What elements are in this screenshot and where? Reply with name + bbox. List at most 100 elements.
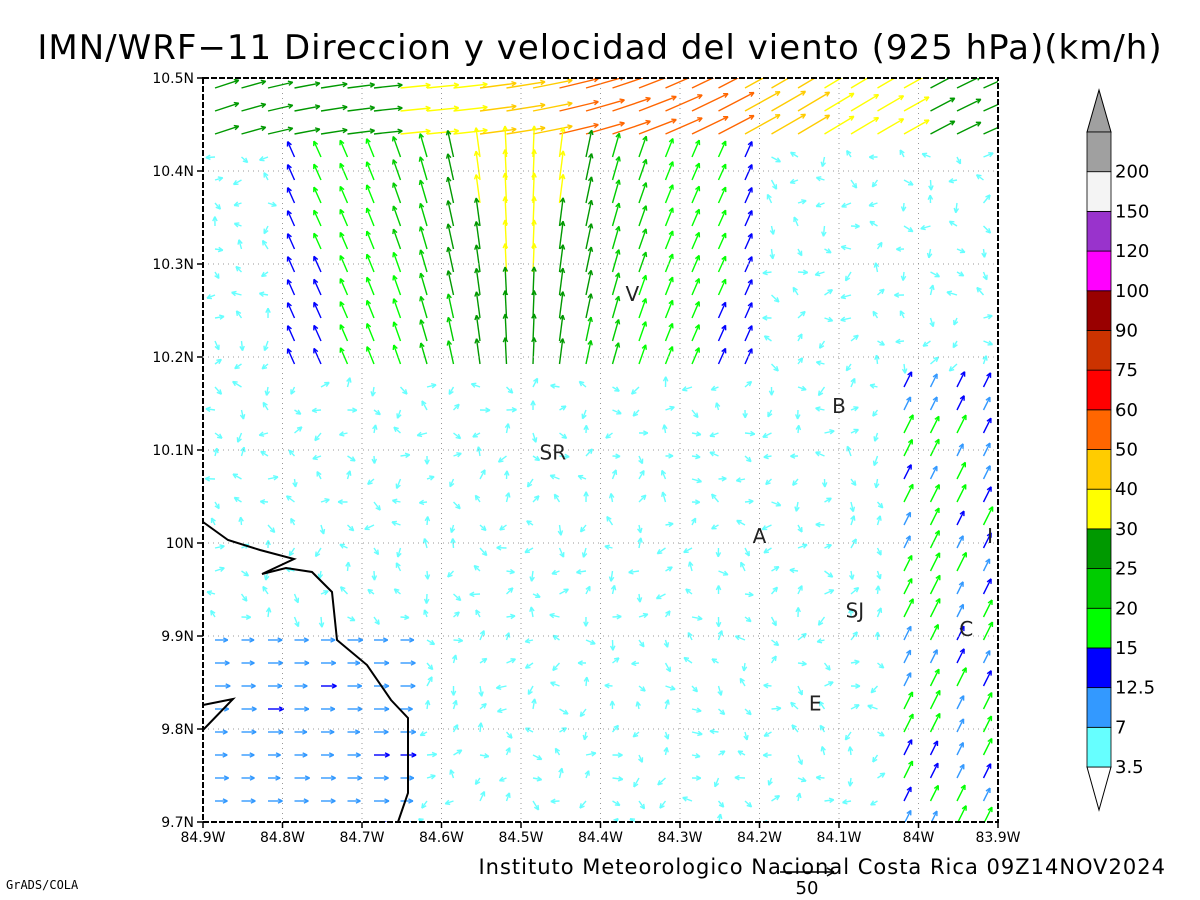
wind-vector bbox=[815, 176, 825, 182]
wind-vector bbox=[868, 154, 878, 160]
wind-vector bbox=[841, 202, 852, 208]
wind-vector bbox=[824, 248, 832, 254]
wind-vector bbox=[903, 598, 914, 618]
wind-vector bbox=[818, 340, 826, 349]
wind-vector bbox=[929, 507, 940, 526]
wind-vector bbox=[1010, 534, 1017, 548]
wind-vector bbox=[762, 752, 772, 758]
wind-vector bbox=[901, 363, 908, 374]
wind-vector bbox=[391, 498, 401, 504]
wind-vector bbox=[744, 800, 753, 808]
wind-vector bbox=[260, 450, 269, 457]
wind-vector bbox=[929, 597, 941, 618]
wind-vector bbox=[502, 219, 509, 250]
wind-vector bbox=[214, 124, 240, 135]
wind-vector bbox=[903, 625, 912, 641]
wind-vector bbox=[559, 405, 567, 411]
wind-vector bbox=[983, 80, 998, 89]
wind-vector bbox=[294, 775, 310, 781]
wind-vector bbox=[818, 700, 826, 710]
wind-vector bbox=[470, 382, 481, 388]
wind-vector bbox=[656, 547, 666, 555]
wind-vector bbox=[585, 176, 594, 204]
wind-vector bbox=[314, 432, 322, 442]
colorbar-label: 40 bbox=[1115, 479, 1138, 500]
wind-vector bbox=[664, 253, 674, 273]
wind-vector bbox=[926, 248, 933, 259]
wind-vector bbox=[850, 659, 860, 666]
wind-vector bbox=[241, 125, 267, 135]
wind-vector bbox=[577, 660, 587, 666]
wind-vector bbox=[445, 129, 455, 158]
wind-vector bbox=[956, 784, 966, 802]
wind-vector bbox=[393, 588, 401, 595]
wind-vector bbox=[797, 632, 807, 641]
wind-vector bbox=[611, 179, 621, 204]
wind-vector bbox=[768, 386, 775, 396]
wind-vector bbox=[1010, 556, 1017, 571]
wind-vector bbox=[346, 377, 352, 388]
wind-vector bbox=[240, 593, 248, 602]
wind-vector bbox=[611, 272, 621, 296]
wind-vector bbox=[367, 588, 375, 595]
colorbar-label: 200 bbox=[1115, 162, 1149, 183]
wind-vector bbox=[948, 363, 958, 372]
wind-vector bbox=[585, 751, 597, 757]
wind-vector bbox=[262, 401, 269, 411]
wind-vector bbox=[629, 818, 637, 822]
wind-vector bbox=[717, 630, 724, 641]
wind-vector bbox=[691, 409, 699, 419]
wind-vector bbox=[453, 403, 460, 411]
wind-vector bbox=[235, 265, 242, 273]
wind-vector bbox=[903, 786, 912, 802]
wind-vector bbox=[554, 747, 561, 756]
colorbar-label: 3.5 bbox=[1115, 757, 1144, 778]
wind-vector bbox=[215, 752, 228, 758]
wind-vector bbox=[532, 592, 541, 599]
wind-vector bbox=[744, 164, 753, 181]
wind-vector bbox=[630, 386, 640, 395]
wind-vector bbox=[691, 615, 703, 621]
wind-vector bbox=[400, 614, 410, 621]
wind-vector bbox=[268, 798, 283, 804]
wind-vector bbox=[339, 208, 349, 227]
wind-vector bbox=[824, 78, 843, 89]
wind-vector bbox=[611, 469, 618, 480]
wind-vector bbox=[365, 184, 375, 204]
wind-vector bbox=[797, 585, 803, 595]
wind-vector bbox=[418, 202, 428, 227]
wind-vector bbox=[929, 396, 938, 411]
wind-vector bbox=[956, 395, 965, 411]
wind-vector bbox=[206, 590, 216, 596]
wind-vector bbox=[903, 396, 912, 411]
wind-vector bbox=[691, 431, 702, 437]
wind-vector bbox=[710, 385, 719, 391]
wind-vector bbox=[982, 355, 988, 365]
colorbar-label: 30 bbox=[1115, 519, 1138, 540]
wind-vector bbox=[744, 210, 753, 227]
wind-vector bbox=[496, 707, 507, 714]
wind-vector bbox=[982, 417, 992, 434]
wind-vector bbox=[241, 752, 255, 758]
colorbar-swatch bbox=[1086, 290, 1112, 331]
wind-vector bbox=[612, 657, 620, 664]
wind-vector bbox=[321, 775, 336, 781]
wind-vector bbox=[877, 662, 885, 669]
wind-vector bbox=[479, 547, 488, 557]
wind-vector bbox=[1009, 241, 1013, 249]
wind-vector bbox=[259, 498, 269, 505]
wind-vector bbox=[946, 290, 958, 296]
wind-vector bbox=[400, 128, 431, 135]
wind-vector bbox=[365, 138, 375, 158]
wind-vector bbox=[687, 561, 694, 572]
wind-vector bbox=[850, 377, 856, 388]
place-label: SR bbox=[540, 440, 567, 464]
wind-vector bbox=[392, 159, 402, 181]
wind-vector bbox=[982, 737, 993, 756]
wind-vector bbox=[453, 593, 462, 602]
wind-vector bbox=[530, 400, 536, 411]
wind-vector bbox=[717, 324, 727, 342]
wind-vector bbox=[231, 290, 242, 297]
wind-vector bbox=[929, 530, 940, 549]
colorbar-swatch bbox=[1086, 568, 1112, 609]
